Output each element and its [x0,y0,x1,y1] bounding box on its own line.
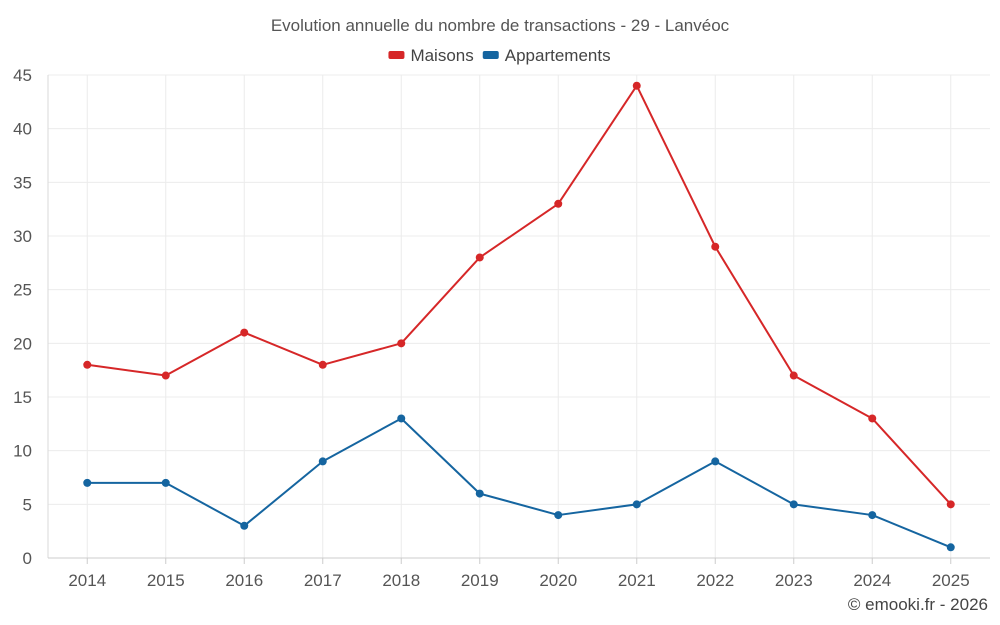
y-tick-label: 45 [13,66,32,85]
x-tick-label: 2021 [618,571,656,590]
x-tick-label: 2022 [696,571,734,590]
y-axis: 0 5 10 15 20 25 30 35 40 45 [13,66,49,568]
data-point-appartements [318,457,327,466]
x-tick-label: 2023 [775,571,813,590]
data-point-appartements [161,478,170,487]
x-tick-label: 2025 [932,571,970,590]
y-tick-label: 5 [23,495,32,514]
data-point-maisons [632,81,641,90]
data-point-appartements [83,478,92,487]
data-point-appartements [240,521,249,530]
data-point-appartements [711,457,720,466]
x-tick-label: 2018 [382,571,420,590]
data-point-maisons [475,253,484,262]
series-line-appartements [87,417,952,549]
data-point-appartements [789,500,798,509]
legend: Maisons Appartements [388,46,611,65]
series-line-maisons [87,84,952,506]
legend-label-maisons: Maisons [410,46,473,65]
chart-title: Evolution annuelle du nombre de transact… [271,16,730,35]
data-point-maisons [868,414,877,423]
x-tick-label: 2015 [147,571,185,590]
legend-label-appartements: Appartements [505,46,611,65]
legend-swatch-appartements [482,51,499,59]
data-point-maisons [789,371,798,380]
legend-item-appartements[interactable]: Appartements [482,46,611,65]
y-tick-label: 15 [13,388,32,407]
x-tick-label: 2014 [68,571,106,590]
data-point-appartements [475,489,484,498]
x-tick-label: 2016 [225,571,263,590]
series-group [83,81,955,552]
credit-label: © emooki.fr - 2026 [848,595,988,614]
grid [48,74,990,558]
data-point-maisons [240,328,249,337]
data-point-maisons [946,500,955,509]
data-point-maisons [397,339,406,348]
data-point-maisons [83,360,92,369]
y-tick-label: 40 [13,120,32,139]
data-point-maisons [554,199,563,208]
x-tick-label: 2019 [461,571,499,590]
legend-swatch-maisons [388,51,405,59]
y-tick-label: 20 [13,334,32,353]
legend-item-maisons[interactable]: Maisons [388,46,474,65]
y-tick-label: 35 [13,173,32,192]
data-point-appartements [868,511,877,520]
x-tick-label: 2024 [853,571,891,590]
y-tick-label: 25 [13,281,32,300]
x-tick-label: 2017 [304,571,342,590]
data-point-maisons [161,371,170,380]
data-point-appartements [632,500,641,509]
data-point-appartements [554,511,563,520]
data-point-appartements [397,414,406,423]
y-tick-label: 0 [23,549,32,568]
data-point-maisons [711,242,720,251]
x-axis: 2014 2015 2016 2017 2018 2019 2020 2021 2022 2023… [48,557,990,590]
y-tick-label: 10 [13,442,32,461]
data-point-appartements [946,543,955,552]
x-tick-label: 2020 [539,571,577,590]
y-tick-label: 30 [13,227,32,246]
data-point-maisons [318,360,327,369]
